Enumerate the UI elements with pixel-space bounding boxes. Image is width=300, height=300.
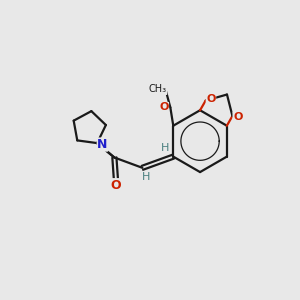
Text: O: O [233, 112, 242, 122]
Text: O: O [206, 94, 216, 104]
Text: O: O [159, 103, 169, 112]
Text: CH₃: CH₃ [148, 85, 167, 94]
Text: H: H [142, 172, 150, 182]
Text: O: O [111, 179, 121, 192]
Text: H: H [161, 143, 169, 153]
Text: N: N [97, 138, 108, 151]
